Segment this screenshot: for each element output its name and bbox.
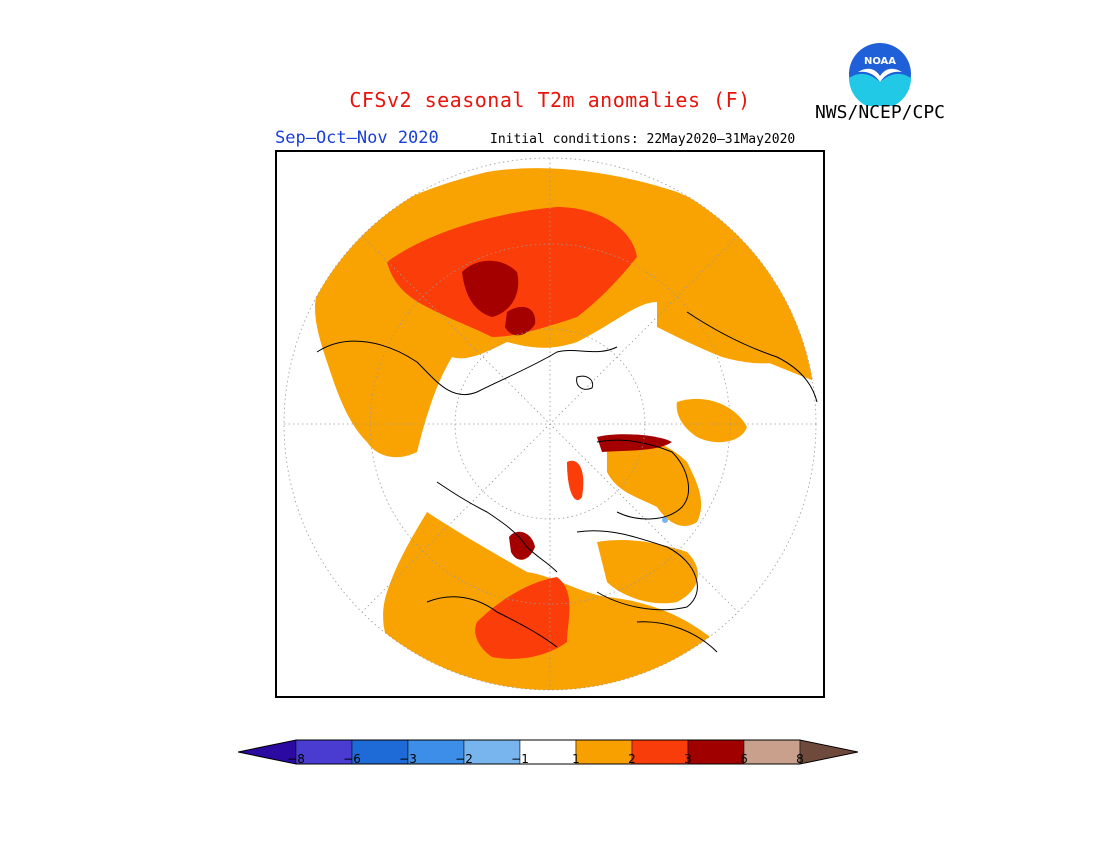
colorbar-tick-label: −1 [511, 752, 529, 766]
colorbar-tick-label: −3 [399, 752, 417, 766]
colorbar-tick-label: −8 [287, 752, 305, 766]
colorbar-segment [351, 739, 409, 765]
polar-map [283, 157, 818, 691]
polar-map-frame [275, 150, 825, 698]
anomaly-region-cold-spot [662, 517, 668, 523]
colorbar-tick-label: −2 [455, 752, 473, 766]
colorbar-segment [519, 739, 577, 765]
colorbar-segment [743, 739, 801, 765]
colorbar-tick-label: −6 [343, 752, 361, 766]
anomaly-region-alaska-2to3b [567, 460, 584, 501]
anomaly-region-alaska-2to3 [597, 434, 672, 452]
colorbar-segment [295, 739, 353, 765]
initial-conditions-label: Initial conditions: 22May2020–31May2020 [490, 132, 796, 147]
agency-label: NWS/NCEP/CPC [814, 102, 946, 123]
colorbar-segment [631, 739, 689, 765]
map-title: CFSv2 seasonal T2m anomalies (F) [349, 88, 751, 112]
colorbar-tick-label: 2 [628, 752, 636, 766]
colorbar-arrow-high [799, 739, 859, 765]
season-label: Sep–Oct–Nov 2020 [275, 128, 439, 148]
coastlines [316, 311, 818, 653]
anomaly-region-atlantic-3to6 [509, 531, 535, 560]
anomaly-region-pacific-1to2 [676, 398, 747, 443]
anomaly-region-atlantic-2to3 [475, 577, 570, 659]
colorbar [238, 739, 859, 765]
colorbar-tick-label: 8 [796, 752, 804, 766]
colorbar-segment [687, 739, 745, 765]
colorbar-tick-label: 1 [572, 752, 580, 766]
colorbar-segment [463, 739, 521, 765]
anomaly-region-eurasia-3to6 [462, 260, 519, 317]
colorbar-tick-label: 6 [740, 752, 748, 766]
colorbar-tick-label: 3 [684, 752, 692, 766]
noaa-logo-text: NOAA [864, 56, 896, 67]
colorbar-segment [407, 739, 465, 765]
graticule [283, 157, 817, 691]
anomaly-region-greenland-1to2 [597, 540, 698, 604]
anomaly-fields [315, 168, 816, 690]
anomaly-region-eurasia-3to6b [505, 306, 536, 336]
colorbar-segment [575, 739, 633, 765]
noaa-logo: NOAA [849, 43, 911, 106]
